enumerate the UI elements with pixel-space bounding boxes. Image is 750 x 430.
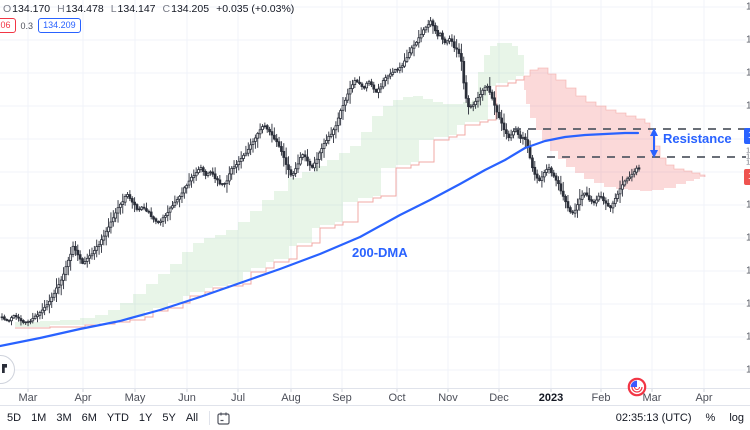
time-axis-label-nov: Nov — [438, 392, 458, 404]
range-button-1m[interactable]: 1M — [31, 412, 47, 424]
price-axis-label-fragment: 1 — [746, 232, 750, 244]
price-box-blue: 134.209 — [38, 18, 81, 33]
range-button-5y[interactable]: 5Y — [162, 412, 176, 424]
range-button-6m[interactable]: 6M — [81, 412, 97, 424]
price-axis-label-fragment: 1 — [746, 34, 750, 46]
time-axis-label-jul: Jul — [230, 392, 246, 404]
range-button-ytd[interactable]: YTD — [106, 412, 129, 424]
time-axis-label-sep: Sep — [332, 392, 352, 404]
economic-event-flag-icon[interactable] — [627, 377, 647, 397]
ohlc-open: O134.170 — [3, 3, 51, 15]
ohlc-change: +0.035 (+0.03%) — [216, 3, 295, 15]
price-axis-label-fragment: 1 — [746, 298, 750, 310]
price-axis-label-fragment: 1 — [746, 331, 750, 343]
range-button-3m[interactable]: 3M — [56, 412, 72, 424]
dma-line — [0, 131, 640, 348]
clock-utc-time: 02:35:13 (UTC) — [615, 412, 692, 424]
time-axis-label-feb: Feb — [591, 392, 611, 404]
range-button-1y[interactable]: 1Y — [138, 412, 153, 424]
time-axis[interactable]: Mar Apr May Jun Jul Aug Sep Oct Nov Dec 2023 Feb Mar… — [0, 388, 750, 406]
last-price-axis-label: 1 — [744, 169, 750, 185]
price-axis-label-fragment: 1 — [746, 151, 750, 161]
dma-value-axis-label: 1 — [744, 128, 750, 144]
price-axis-label-fragment: 1 — [746, 364, 750, 376]
date-range-switcher: 5D 1M 3M 6M YTD 1Y 5Y All — [2, 410, 231, 426]
ohlc-close: C134.205 — [162, 3, 210, 15]
indicator-legend: 134.206 0.3 134.209 — [0, 18, 81, 33]
ohlc-high: H134.478 — [57, 3, 104, 15]
time-axis-label-aug: Aug — [281, 392, 301, 404]
price-axis-label-fragment: 1 — [746, 67, 750, 79]
go-to-date-calendar-icon[interactable] — [216, 411, 231, 426]
time-axis-label-oct: Oct — [388, 392, 406, 404]
percent-scale-button[interactable]: % — [705, 412, 716, 424]
time-axis-label-may: May — [124, 392, 146, 404]
ohlc-legend: O134.170 H134.478 L134.147 C134.205 +0.0… — [3, 3, 294, 15]
resistance-annotation-label[interactable]: Resistance — [663, 131, 732, 146]
time-axis-label-apr: Apr — [74, 392, 92, 404]
toolbar-divider — [209, 411, 211, 425]
footer-right-group: 02:35:13 (UTC) % log — [616, 412, 744, 424]
price-axis-label-fragment: 1 — [746, 265, 750, 277]
ohlc-low: L134.147 — [110, 3, 156, 15]
log-scale-button[interactable]: log — [729, 412, 744, 424]
price-axis-label-fragment: 1 — [746, 157, 750, 167]
price-axis-label-fragment: 1 — [746, 100, 750, 112]
time-axis-label-dec: Dec — [489, 392, 509, 404]
range-button-all[interactable]: All — [185, 412, 199, 424]
time-axis-label-apr: Apr — [695, 392, 713, 404]
price-axis-label-fragment: 1 — [746, 145, 750, 155]
spread-value: 0.3 — [20, 20, 34, 31]
bottom-toolbar: 5D 1M 3M 6M YTD 1Y 5Y All 02:35:13 (UTC) % log — [0, 405, 750, 430]
price-axis-label-fragment: 1 — [746, 1, 750, 13]
time-axis-label-jun: Jun — [178, 392, 196, 404]
time-axis-label-2023: 2023 — [538, 392, 564, 404]
price-axis-label-fragment: 1 — [746, 199, 750, 211]
time-axis-label-mar: Mar — [642, 392, 662, 404]
range-button-5d[interactable]: 5D — [7, 412, 22, 424]
price-box-red: 134.206 — [0, 18, 16, 33]
dma-line-label: 200-DMA — [352, 245, 408, 260]
watermark-glyph — [2, 364, 7, 373]
time-axis-label-mar: Mar — [18, 392, 38, 404]
candles — [0, 16, 641, 327]
